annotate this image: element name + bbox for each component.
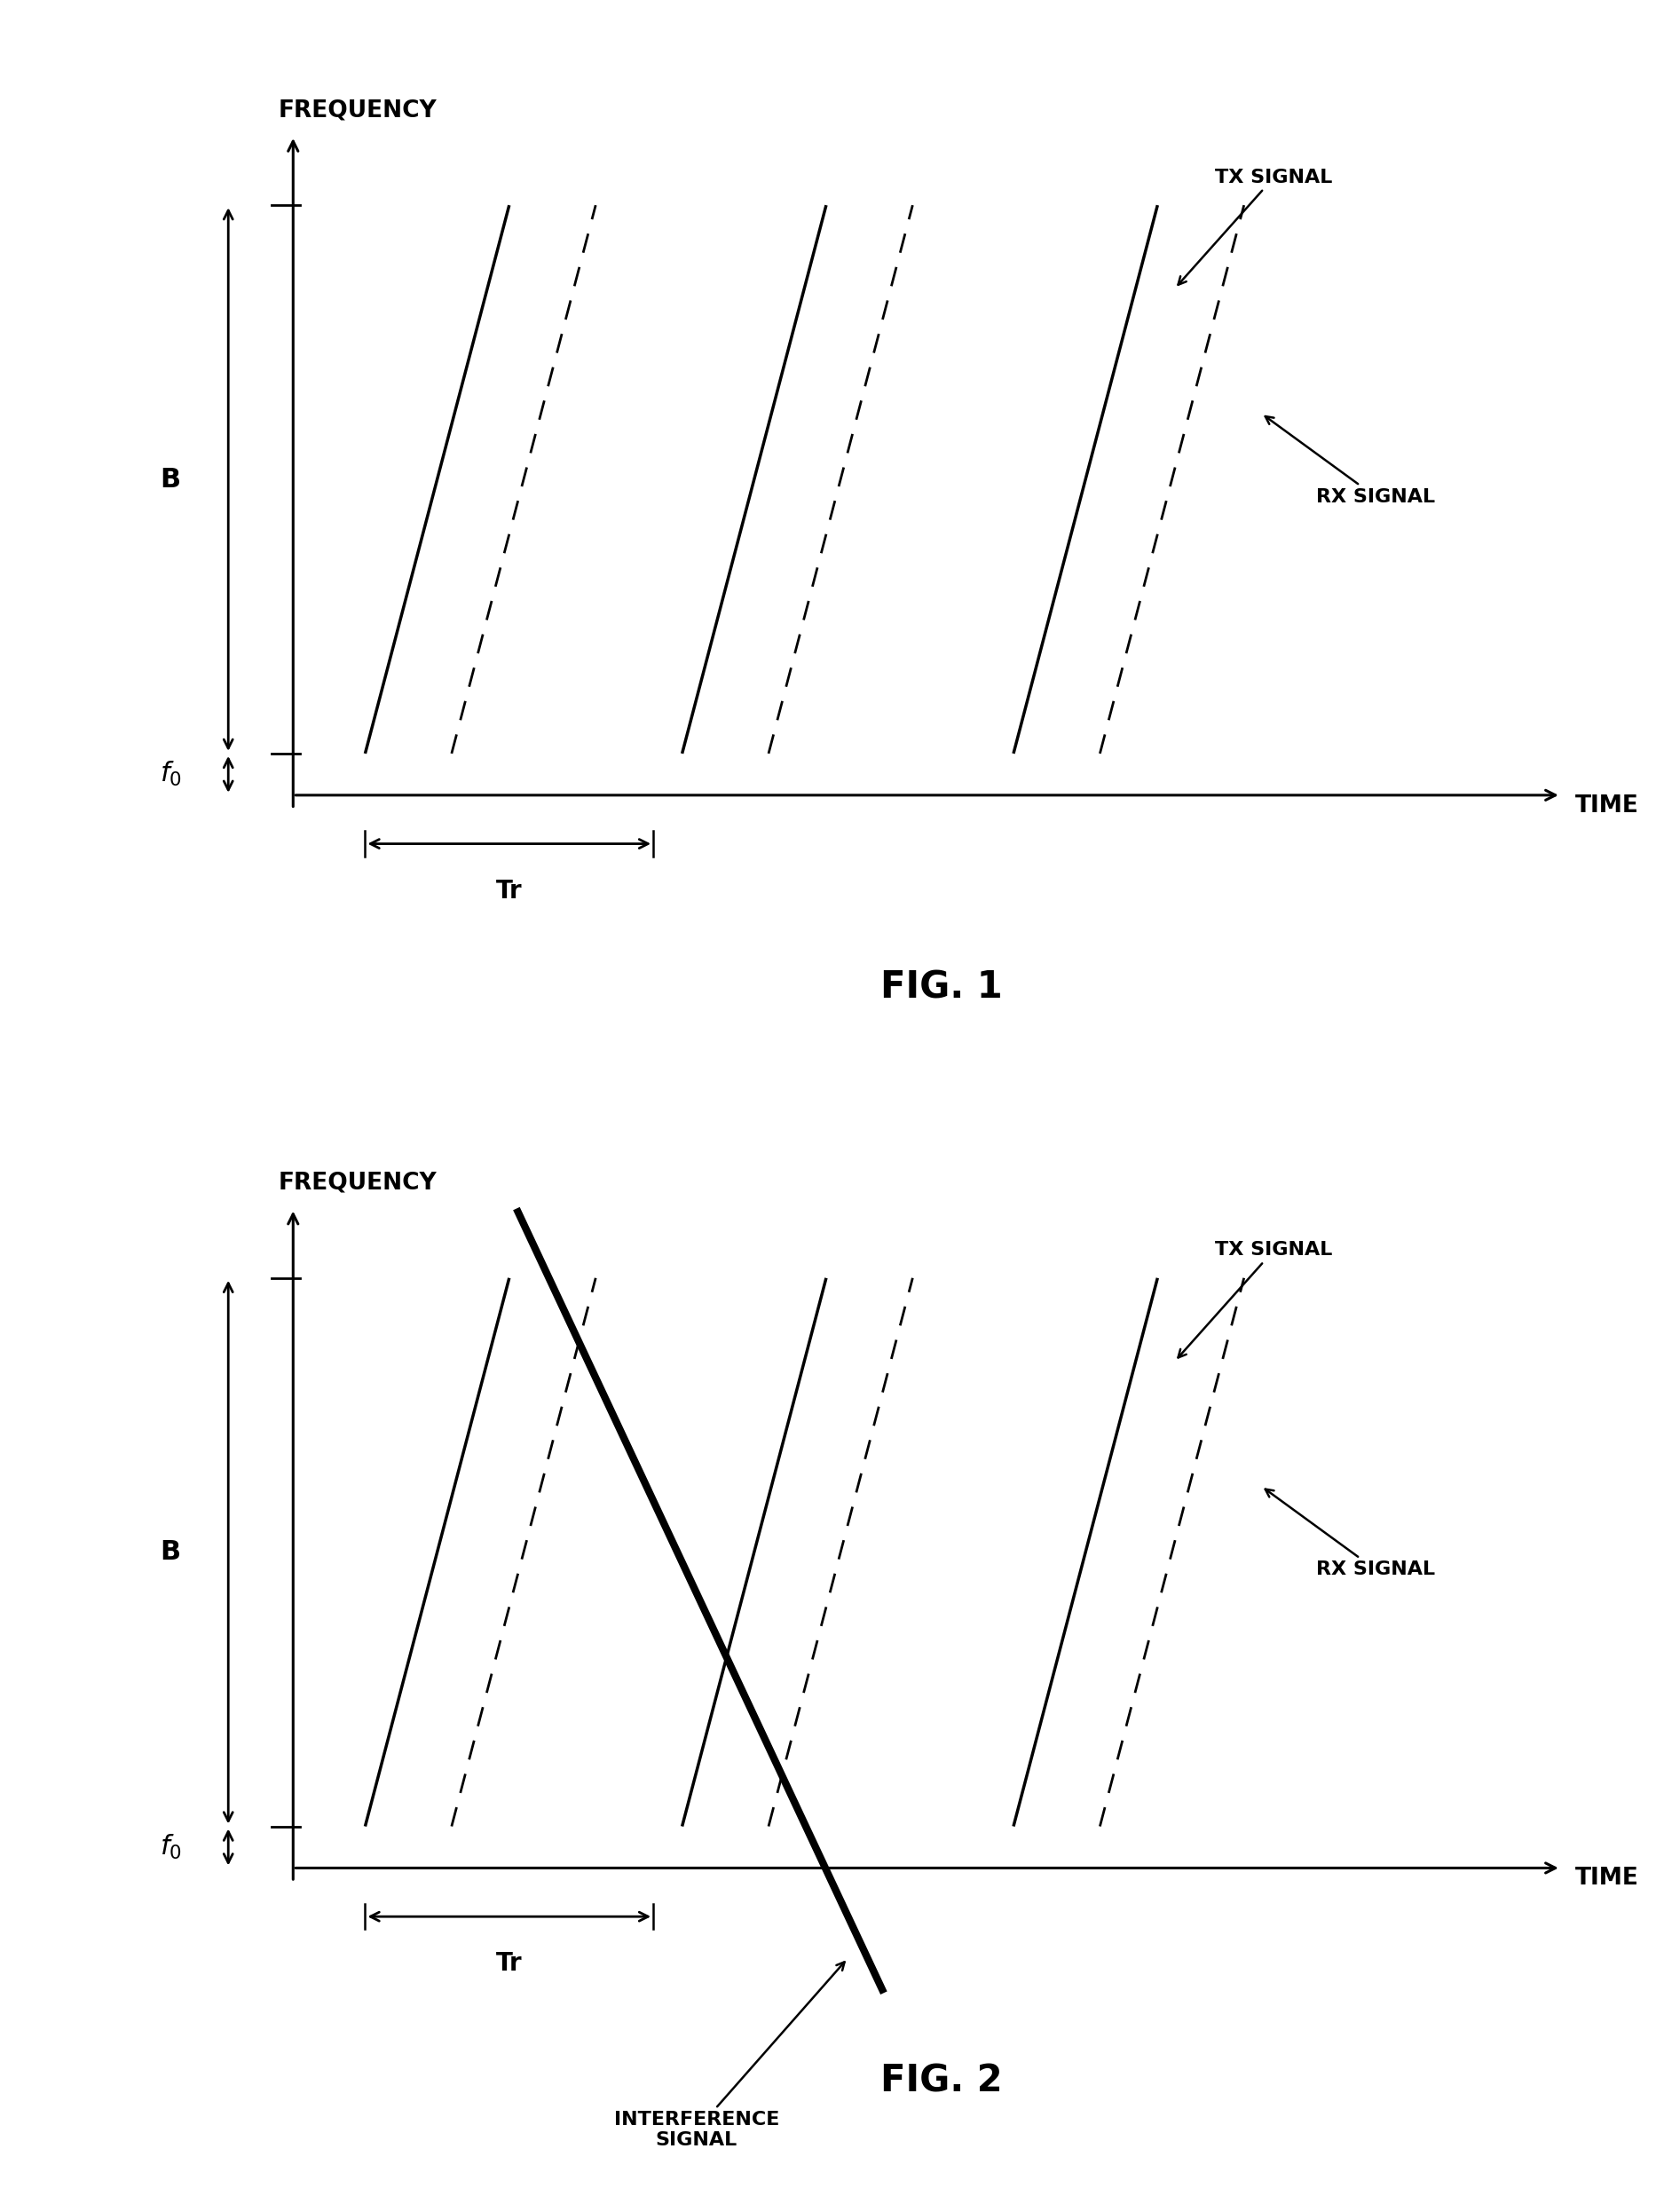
Text: FREQUENCY: FREQUENCY xyxy=(278,1172,437,1194)
Text: TX SIGNAL: TX SIGNAL xyxy=(1177,168,1333,285)
Text: $f_0$: $f_0$ xyxy=(159,761,182,790)
Text: B: B xyxy=(161,467,181,493)
Text: TX SIGNAL: TX SIGNAL xyxy=(1177,1241,1333,1358)
Text: INTERFERENCE
SIGNAL: INTERFERENCE SIGNAL xyxy=(614,1962,845,2150)
Text: Tr: Tr xyxy=(497,878,522,902)
Text: FIG. 1: FIG. 1 xyxy=(881,969,1002,1006)
Text: FREQUENCY: FREQUENCY xyxy=(278,100,437,122)
Text: TIME: TIME xyxy=(1575,794,1639,816)
Text: FIG. 2: FIG. 2 xyxy=(881,2062,1002,2099)
Text: B: B xyxy=(161,1540,181,1566)
Text: RX SIGNAL: RX SIGNAL xyxy=(1265,1489,1436,1579)
Text: TIME: TIME xyxy=(1575,1867,1639,1889)
Text: Tr: Tr xyxy=(497,1951,522,1975)
Text: $f_0$: $f_0$ xyxy=(159,1834,182,1863)
Text: RX SIGNAL: RX SIGNAL xyxy=(1265,416,1436,507)
